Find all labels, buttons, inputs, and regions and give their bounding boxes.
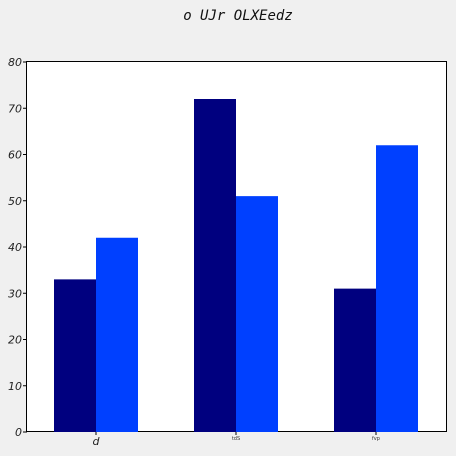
y-tick-label: 30 [8, 287, 22, 300]
bar-d-series-1 [54, 279, 96, 432]
y-tick-label: 80 [8, 56, 22, 69]
bar-tdS-series-1 [194, 99, 236, 432]
x-axis: d tdS fvp [93, 432, 380, 448]
y-tick-label: 50 [8, 195, 22, 208]
y-tick-label: 10 [8, 380, 22, 393]
bar-tdS-series-2 [236, 196, 278, 432]
y-axis: 0 10 20 30 40 50 60 70 80 [8, 56, 27, 439]
bar-fvp-series-1 [334, 288, 376, 432]
x-tick-label: d [93, 435, 101, 448]
x-tick-label: fvp [372, 436, 380, 442]
y-tick-label: 20 [8, 334, 22, 347]
y-tick-label: 60 [8, 149, 22, 162]
y-tick-label: 0 [15, 426, 22, 439]
y-tick-label: 70 [8, 102, 22, 115]
x-tick-label: tdS [232, 436, 240, 442]
bar-fvp-series-2 [376, 145, 418, 432]
chart-title: o UJr OLXEedz [183, 8, 293, 24]
bar-d-series-2 [96, 237, 138, 432]
y-tick-label: 40 [8, 241, 22, 254]
bars-group [54, 99, 418, 432]
